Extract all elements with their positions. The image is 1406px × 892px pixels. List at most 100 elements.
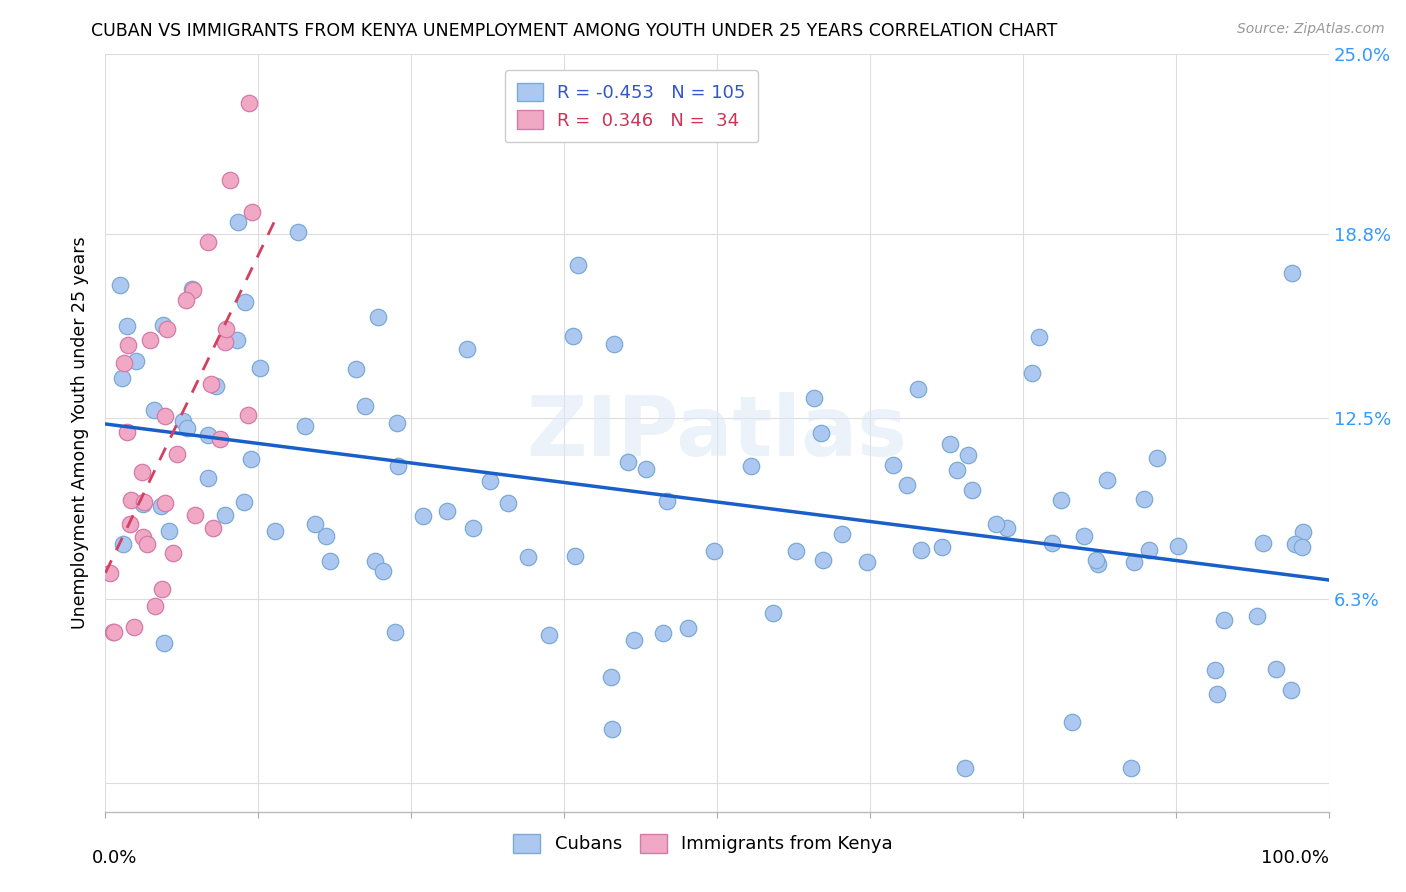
Point bbox=[181, 283, 204, 297]
Point bbox=[304, 516, 326, 531]
Point bbox=[995, 521, 1018, 535]
Point bbox=[907, 382, 929, 396]
Point bbox=[655, 494, 678, 508]
Point bbox=[176, 420, 198, 434]
Point bbox=[957, 448, 980, 462]
Point bbox=[1284, 537, 1306, 551]
Point bbox=[1040, 536, 1063, 550]
Point bbox=[813, 553, 835, 567]
Point bbox=[162, 546, 184, 560]
Point bbox=[955, 761, 977, 775]
Point bbox=[219, 173, 242, 187]
Point bbox=[496, 496, 519, 510]
Point bbox=[197, 471, 219, 485]
Point bbox=[150, 582, 173, 596]
Point bbox=[115, 318, 138, 333]
Point bbox=[1073, 529, 1095, 543]
Point bbox=[111, 371, 134, 385]
Point bbox=[602, 722, 624, 736]
Point bbox=[740, 458, 762, 473]
Point bbox=[831, 526, 853, 541]
Point bbox=[1085, 553, 1108, 567]
Point bbox=[562, 329, 585, 343]
Point bbox=[344, 361, 367, 376]
Point bbox=[1292, 525, 1315, 540]
Point bbox=[1133, 491, 1156, 506]
Point bbox=[112, 356, 135, 370]
Text: Source: ZipAtlas.com: Source: ZipAtlas.com bbox=[1237, 22, 1385, 37]
Point bbox=[150, 499, 173, 513]
Point bbox=[1204, 663, 1226, 677]
Point bbox=[810, 425, 832, 440]
Point bbox=[602, 337, 624, 351]
Point bbox=[240, 204, 263, 219]
Point bbox=[315, 529, 337, 543]
Point bbox=[1206, 687, 1229, 701]
Point bbox=[225, 333, 247, 347]
Point bbox=[233, 494, 256, 508]
Point bbox=[143, 403, 166, 417]
Point bbox=[1146, 451, 1168, 466]
Point bbox=[112, 537, 135, 551]
Point bbox=[215, 321, 238, 335]
Point bbox=[1097, 473, 1119, 487]
Point bbox=[384, 624, 406, 639]
Point bbox=[387, 416, 409, 430]
Point bbox=[120, 492, 142, 507]
Point bbox=[1291, 540, 1313, 554]
Point bbox=[1087, 558, 1109, 572]
Point bbox=[436, 504, 458, 518]
Point bbox=[373, 564, 395, 578]
Point bbox=[214, 508, 236, 522]
Point bbox=[240, 451, 263, 466]
Point bbox=[678, 621, 700, 635]
Text: 0.0%: 0.0% bbox=[91, 849, 136, 867]
Point bbox=[984, 517, 1007, 532]
Point bbox=[103, 625, 125, 640]
Point bbox=[214, 334, 236, 349]
Point bbox=[931, 540, 953, 554]
Point bbox=[461, 521, 484, 535]
Point bbox=[1060, 714, 1083, 729]
Point bbox=[135, 537, 157, 551]
Point bbox=[479, 474, 502, 488]
Point bbox=[205, 378, 228, 392]
Point bbox=[156, 322, 179, 336]
Point bbox=[1119, 761, 1142, 775]
Point bbox=[110, 277, 132, 292]
Point bbox=[1281, 266, 1303, 280]
Point bbox=[122, 619, 145, 633]
Point bbox=[856, 555, 879, 569]
Point bbox=[1122, 555, 1144, 569]
Point bbox=[1137, 543, 1160, 558]
Point bbox=[1246, 608, 1268, 623]
Point bbox=[354, 400, 377, 414]
Point bbox=[367, 310, 389, 325]
Point bbox=[762, 606, 785, 620]
Point bbox=[1167, 539, 1189, 553]
Point bbox=[249, 360, 271, 375]
Point bbox=[202, 521, 225, 535]
Point bbox=[567, 258, 589, 272]
Point bbox=[139, 333, 162, 347]
Point bbox=[132, 530, 155, 544]
Point bbox=[1021, 366, 1043, 380]
Point bbox=[1279, 683, 1302, 698]
Point bbox=[155, 496, 177, 510]
Point bbox=[134, 495, 156, 509]
Point bbox=[98, 566, 121, 581]
Point bbox=[263, 524, 285, 538]
Point bbox=[132, 497, 155, 511]
Point bbox=[233, 294, 256, 309]
Point bbox=[946, 463, 969, 477]
Point bbox=[131, 465, 153, 479]
Point bbox=[387, 459, 409, 474]
Point bbox=[456, 342, 478, 356]
Point bbox=[803, 391, 825, 405]
Point bbox=[617, 455, 640, 469]
Point bbox=[236, 408, 259, 422]
Point bbox=[564, 549, 586, 564]
Point bbox=[294, 418, 316, 433]
Point bbox=[172, 414, 194, 428]
Point bbox=[785, 544, 807, 558]
